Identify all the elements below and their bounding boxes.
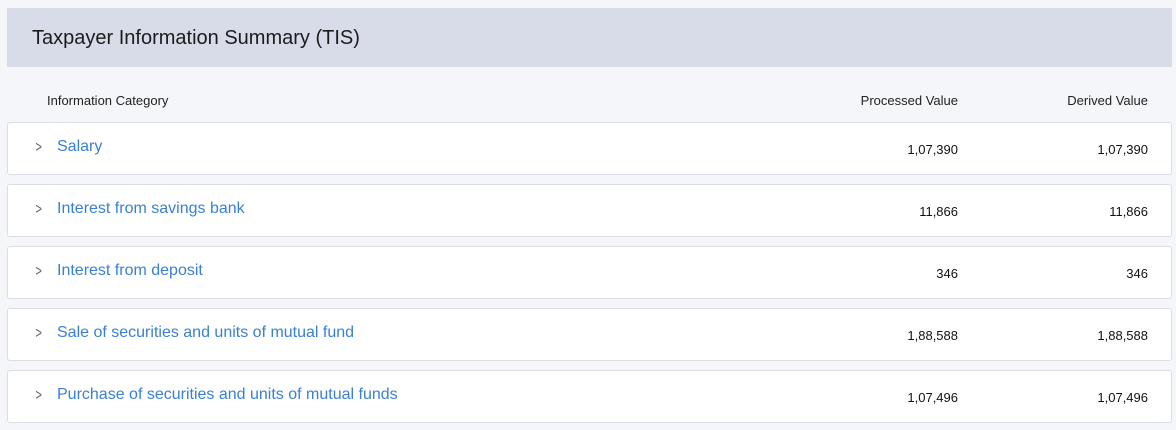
derived-value: 1,07,496 — [1097, 390, 1148, 405]
processed-value: 1,07,496 — [907, 390, 958, 405]
category-label[interactable]: Sale of securities and units of mutual f… — [57, 324, 355, 341]
chevron-right-icon[interactable]: > — [35, 263, 42, 280]
column-processed: Processed Value — [860, 93, 958, 108]
processed-value: 346 — [936, 266, 958, 281]
table-row[interactable]: > Sale of securities and units of mutual… — [7, 308, 1172, 361]
category-label[interactable]: Salary — [57, 138, 103, 155]
page-title: Taxpayer Information Summary (TIS) — [7, 8, 1172, 67]
column-category: Information Category — [47, 93, 169, 108]
processed-value: 11,866 — [919, 204, 958, 219]
processed-value: 1,07,390 — [907, 142, 958, 157]
derived-value: 346 — [1126, 266, 1148, 281]
chevron-right-icon[interactable]: > — [35, 139, 42, 156]
column-derived: Derived Value — [1067, 93, 1148, 108]
derived-value: 1,88,588 — [1097, 328, 1148, 343]
table-row[interactable]: > Salary 1,07,390 1,07,390 — [7, 122, 1172, 175]
chevron-right-icon[interactable]: > — [35, 387, 42, 404]
derived-value: 11,866 — [1109, 204, 1148, 219]
derived-value: 1,07,390 — [1097, 142, 1148, 157]
category-label[interactable]: Interest from deposit — [57, 262, 203, 279]
chevron-right-icon[interactable]: > — [35, 325, 42, 342]
table-row[interactable]: > Interest from savings bank 11,866 11,8… — [7, 184, 1172, 237]
category-label[interactable]: Purchase of securities and units of mutu… — [57, 386, 398, 403]
processed-value: 1,88,588 — [907, 328, 958, 343]
category-label[interactable]: Interest from savings bank — [57, 200, 245, 217]
table-row[interactable]: > Interest from deposit 346 346 — [7, 246, 1172, 299]
chevron-right-icon[interactable]: > — [35, 201, 42, 218]
table-row[interactable]: > Purchase of securities and units of mu… — [7, 370, 1172, 423]
